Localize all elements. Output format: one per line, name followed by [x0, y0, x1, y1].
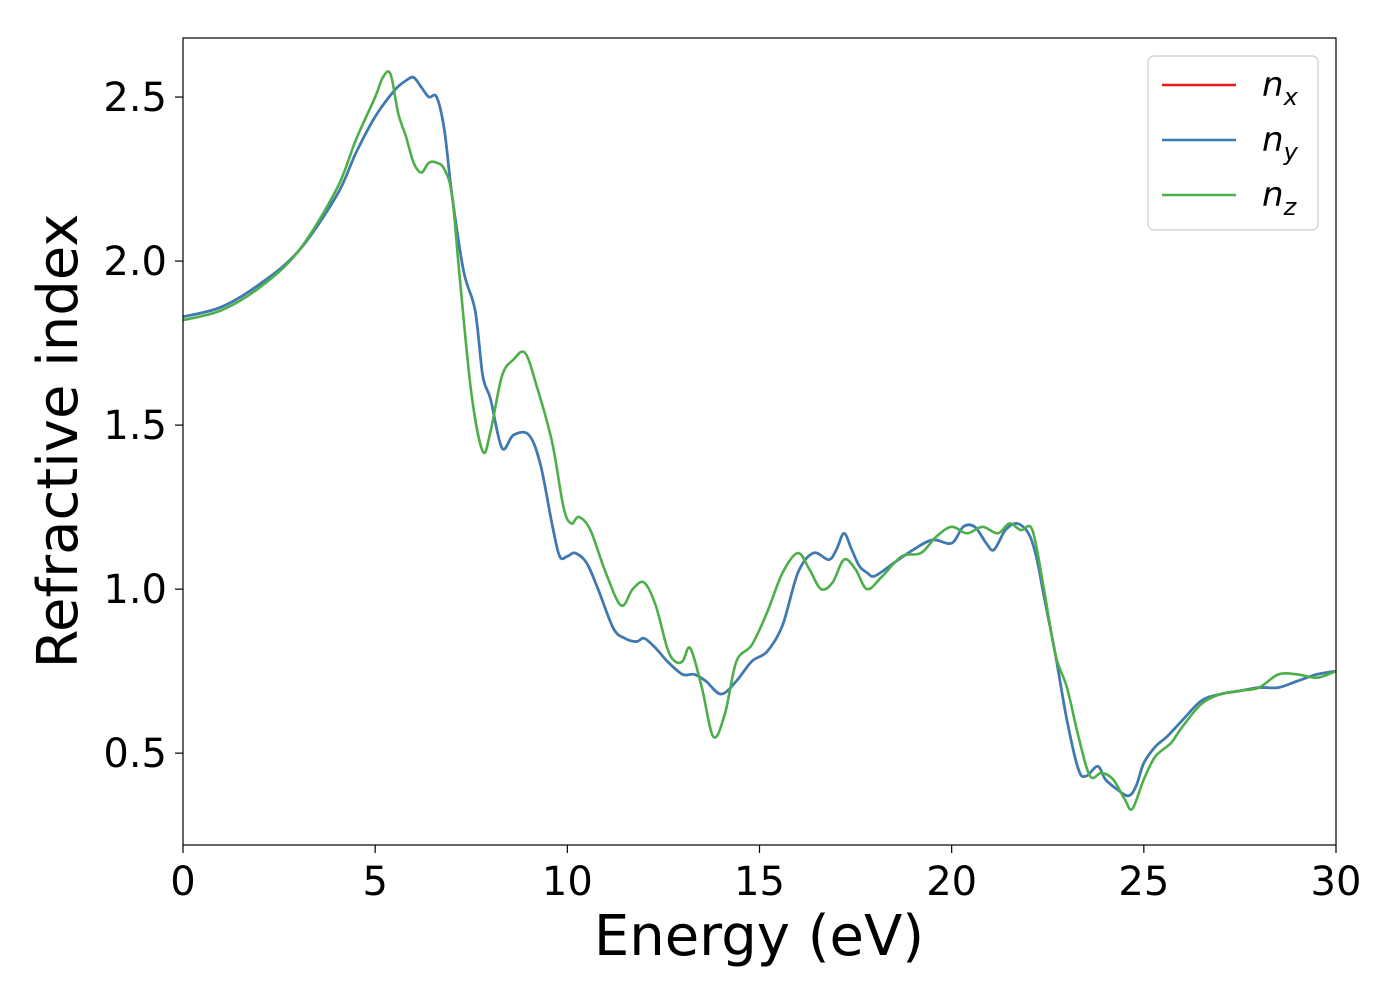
legend-label-n-z: nz	[1262, 175, 1298, 221]
x-axis-label: Energy (eV)	[594, 904, 924, 969]
series-line-n-z	[182, 70, 1337, 811]
legend-label-n-x: nx	[1262, 65, 1299, 111]
y-tick-label: 0.5	[103, 731, 167, 777]
legend-label-n-y: ny	[1262, 120, 1299, 166]
x-tick-label: 0	[170, 859, 195, 905]
legend: nx ny nz	[1147, 55, 1319, 231]
y-tick-label: 1.0	[103, 567, 167, 613]
x-tick-label: 15	[734, 859, 785, 905]
y-axis-ticks: 0.5 1.0 1.5 2.0 2.5	[103, 75, 183, 777]
legend-box	[1147, 55, 1319, 231]
x-tick-label: 10	[542, 859, 593, 905]
x-tick-label: 25	[1118, 859, 1169, 905]
x-axis-ticks: 0 5 10 15 20 25 30	[170, 845, 1361, 905]
y-tick-label: 2.0	[103, 239, 167, 285]
x-tick-label: 30	[1311, 859, 1362, 905]
x-tick-label: 5	[362, 859, 387, 905]
y-axis-label: Refractive index	[26, 214, 91, 669]
y-tick-label: 1.5	[103, 403, 167, 449]
y-tick-label: 2.5	[103, 75, 167, 121]
series-layer	[182, 70, 1337, 811]
x-tick-label: 20	[926, 859, 977, 905]
